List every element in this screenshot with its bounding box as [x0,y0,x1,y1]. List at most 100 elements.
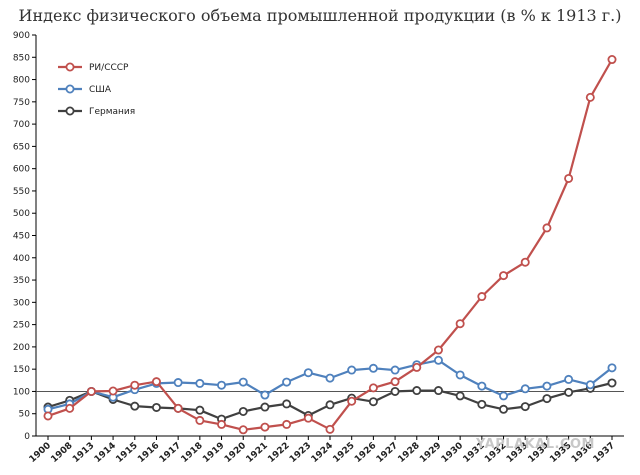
legend-label: Германия [89,107,135,117]
x-tick-label: 1914 [93,441,118,465]
data-point [65,403,75,413]
x-tick-label: 1921 [245,441,270,465]
y-tick-label: 850 [13,53,30,63]
data-point [499,404,509,414]
data-point [151,402,161,412]
y-tick-label: 300 [13,298,30,308]
data-point [390,386,400,396]
data-point [455,391,465,401]
data-point [238,377,248,387]
x-tick-label: 1915 [114,441,139,465]
data-point [173,378,183,388]
data-point [130,401,140,411]
data-point [195,415,205,425]
y-tick-label: 800 [13,76,30,86]
x-tick-label: 1937 [592,441,617,465]
x-tick-label: 1900 [28,441,53,465]
y-tick-label: 0 [24,432,30,442]
x-tick-label: 1917 [158,441,183,465]
x-tick-label: 1922 [266,441,291,465]
data-point [325,424,335,434]
data-point [260,390,270,400]
data-point [282,419,292,429]
data-point [303,368,313,378]
data-point [564,387,574,397]
y-tick-label: 400 [13,254,30,264]
data-point [564,173,574,183]
data-point [303,413,313,423]
y-tick-label: 650 [13,142,30,152]
data-point [412,386,422,396]
data-point [195,405,205,415]
data-point [368,363,378,373]
y-tick-label: 700 [13,120,30,130]
data-point [607,378,617,388]
data-point [217,380,227,390]
watermark: YAPLAKAL.COM [476,437,595,452]
data-point [282,377,292,387]
data-point [260,422,270,432]
data-point [325,373,335,383]
data-point [282,399,292,409]
data-point [43,411,53,421]
data-point [368,383,378,393]
data-point [585,380,595,390]
y-tick-label: 500 [13,209,30,219]
y-tick-label: 550 [13,187,30,197]
x-tick-label: 1925 [331,441,356,465]
data-point [542,223,552,233]
y-tick-label: 200 [13,343,30,353]
y-tick-label: 750 [13,98,30,108]
y-tick-label: 900 [13,31,30,41]
data-point [499,391,509,401]
data-point [86,386,96,396]
data-point [455,319,465,329]
x-tick-label: 1929 [418,441,443,465]
x-tick-label: 1930 [440,441,465,465]
data-point [477,399,487,409]
data-point [542,394,552,404]
data-point [390,377,400,387]
legend-label: РИ/СССР [89,63,129,73]
legend-label: США [89,85,112,95]
legend-swatch-marker [65,84,75,94]
data-point [195,378,205,388]
data-point [564,374,574,384]
data-point [368,397,378,407]
data-point [520,257,530,267]
y-tick-label: 250 [13,321,30,331]
x-tick-label: 1913 [71,441,96,465]
x-tick-label: 1923 [288,441,313,465]
x-tick-label: 1928 [396,441,421,465]
data-point [433,345,443,355]
data-point [477,292,487,302]
y-tick-label: 50 [19,410,31,420]
data-point [499,271,509,281]
y-tick-label: 600 [13,165,30,175]
data-point [325,400,335,410]
y-tick-label: 150 [13,365,30,375]
y-tick-label: 100 [13,387,30,397]
data-point [173,403,183,413]
legend-swatch-marker [65,106,75,116]
data-point [412,362,422,372]
x-tick-label: 1927 [375,441,400,465]
chart-title: Индекс физического объема промышленной п… [18,6,622,25]
data-point [217,419,227,429]
x-tick-label: 1920 [223,441,248,465]
data-point [130,380,140,390]
legend-swatch-marker [65,62,75,72]
x-tick-label: 1916 [136,441,161,465]
y-tick-label: 450 [13,232,30,242]
x-tick-label: 1926 [353,441,378,465]
data-point [390,365,400,375]
data-point [151,377,161,387]
x-tick-label: 1919 [201,441,226,465]
data-point [520,384,530,394]
data-point [433,386,443,396]
x-tick-label: 1918 [180,441,205,465]
x-tick-label: 1924 [310,441,335,465]
data-point [347,396,357,406]
data-point [238,406,248,416]
